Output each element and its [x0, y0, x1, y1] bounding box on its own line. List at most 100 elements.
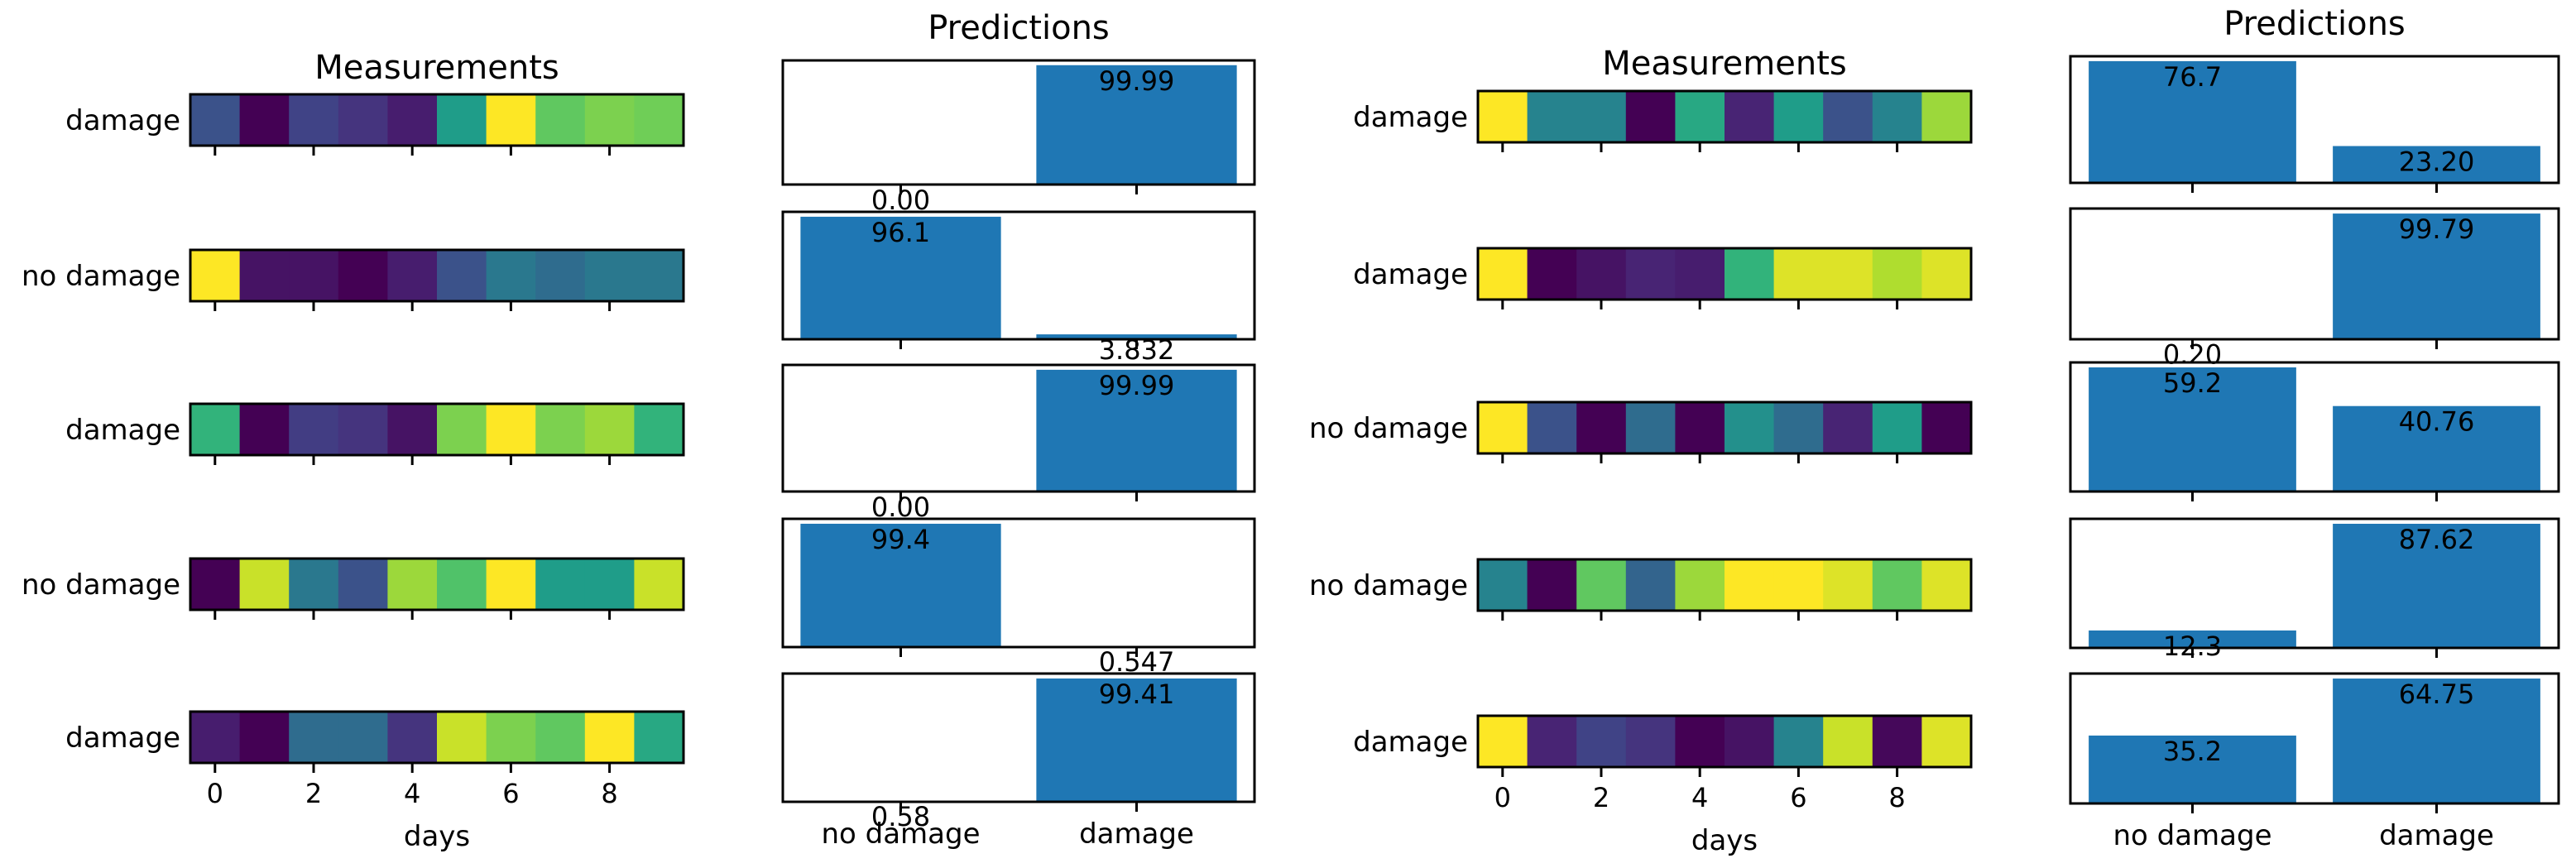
heatmap-tick-label: 2 — [1593, 782, 1609, 813]
heatmap-cell — [289, 404, 339, 455]
prediction-bar — [2089, 630, 2296, 648]
heatmap-cell — [1773, 402, 1824, 453]
heatmap-cell — [1675, 91, 1725, 142]
heatmap-cell — [1576, 716, 1627, 767]
bar-value-label: 87.62 — [2399, 524, 2475, 555]
heatmap-cell — [437, 94, 487, 146]
heatmap-cell — [190, 712, 241, 763]
heatmap-cell — [1527, 91, 1577, 142]
row-label: damage — [1353, 258, 1468, 291]
heatmap-cell — [634, 559, 684, 610]
heatmap-cell — [1675, 402, 1725, 453]
prediction-frame — [781, 59, 1256, 186]
prediction-frame — [2069, 517, 2560, 650]
prediction-bar — [2333, 524, 2540, 648]
heatmap-frame — [189, 402, 685, 457]
heatmap-cell — [1625, 559, 1676, 611]
heatmap-cell — [1872, 559, 1922, 611]
prediction-bar — [2333, 405, 2540, 492]
heatmap-cell — [387, 404, 438, 455]
heatmap-cell — [437, 712, 487, 763]
heatmap-cell — [634, 712, 684, 763]
heatmap-cell — [535, 559, 586, 610]
heatmap-cell — [535, 250, 586, 301]
heatmap-cell — [1625, 402, 1676, 453]
heatmap-tick-label: 4 — [1691, 782, 1708, 813]
row-label: damage — [1353, 726, 1468, 759]
heatmap-cell — [338, 712, 388, 763]
heatmap-frame — [1476, 400, 1973, 455]
heatmap-cell — [1675, 716, 1725, 767]
heatmap-cell — [190, 94, 241, 146]
heatmap-tick-label: 0 — [207, 778, 223, 809]
heatmap-cell — [535, 94, 586, 146]
heatmap-cell — [1576, 248, 1627, 300]
prediction-frame — [2069, 207, 2560, 341]
heatmap-cell — [1576, 402, 1627, 453]
heatmap-cell — [338, 94, 388, 146]
bar-value-label: 64.75 — [2399, 679, 2475, 710]
heatmap-cell — [1921, 91, 1972, 142]
heatmap-cell — [338, 250, 388, 301]
heatmap-cell — [289, 94, 339, 146]
prediction-bar — [1036, 678, 1237, 802]
prediction-frame — [781, 363, 1256, 493]
heatmap-tick-label: 8 — [1888, 782, 1905, 813]
heatmap-cell — [1478, 716, 1528, 767]
prediction-category-label: damage — [1079, 818, 1194, 851]
heatmap-cell — [634, 250, 684, 301]
heatmap-cell — [535, 404, 586, 455]
heatmap-cell — [1921, 559, 1972, 611]
heatmap-cell — [1823, 559, 1873, 611]
heatmap-cell — [584, 404, 635, 455]
heatmap-cell — [535, 712, 586, 763]
heatmap-cell — [1527, 402, 1577, 453]
heatmap-cell — [1872, 402, 1922, 453]
heatmap-cell — [634, 404, 684, 455]
heatmap-frame — [189, 710, 685, 765]
prediction-category-label: no damage — [2113, 819, 2271, 852]
heatmap-cell — [190, 250, 241, 301]
heatmap-frame — [1476, 247, 1973, 301]
heatmap-cell — [387, 559, 438, 610]
heatmap-cell — [1625, 716, 1676, 767]
heatmap-cell — [1725, 402, 1775, 453]
row-label: damage — [1353, 101, 1468, 134]
heatmap-cell — [289, 559, 339, 610]
bar-value-label: 76.7 — [2163, 61, 2222, 93]
heatmap-cell — [1872, 248, 1922, 300]
prediction-bar — [2089, 60, 2296, 183]
heatmap-cell — [1625, 248, 1676, 300]
bar-value-label: 99.99 — [1099, 65, 1175, 97]
bar-value-label: 96.1 — [871, 217, 930, 248]
heatmap-cell — [1823, 402, 1873, 453]
bar-value-label: 99.99 — [1099, 370, 1175, 401]
row-label: no damage — [1309, 412, 1468, 445]
heatmap-tick-label: 8 — [601, 778, 617, 809]
heatmap-cell — [1625, 91, 1676, 142]
prediction-bar — [2333, 679, 2540, 803]
prediction-category-label: damage — [2379, 819, 2494, 852]
heatmap-cell — [1725, 248, 1775, 300]
heatmap-cell — [1576, 91, 1627, 142]
heatmap-cell — [437, 404, 487, 455]
prediction-bar — [2089, 367, 2296, 492]
heatmap-cell — [1675, 248, 1725, 300]
heatmap-frame — [1476, 558, 1973, 612]
heatmap-tick-label: 6 — [1790, 782, 1806, 813]
heatmap-cell — [486, 250, 536, 301]
prediction-frame — [781, 672, 1256, 803]
heatmap-cell — [387, 712, 438, 763]
heatmap-title: Measurements — [1602, 45, 1846, 83]
row-label: no damage — [1309, 569, 1468, 602]
prediction-bar — [1036, 65, 1237, 185]
heatmap-cell — [190, 559, 241, 610]
heatmap-cell — [289, 250, 339, 301]
heatmap-xlabel: days — [404, 820, 470, 853]
heatmap-cell — [1478, 559, 1528, 611]
heatmap-cell — [1478, 248, 1528, 300]
heatmap-cell — [239, 712, 290, 763]
heatmap-cell — [1921, 716, 1972, 767]
prediction-frame — [2069, 55, 2560, 185]
